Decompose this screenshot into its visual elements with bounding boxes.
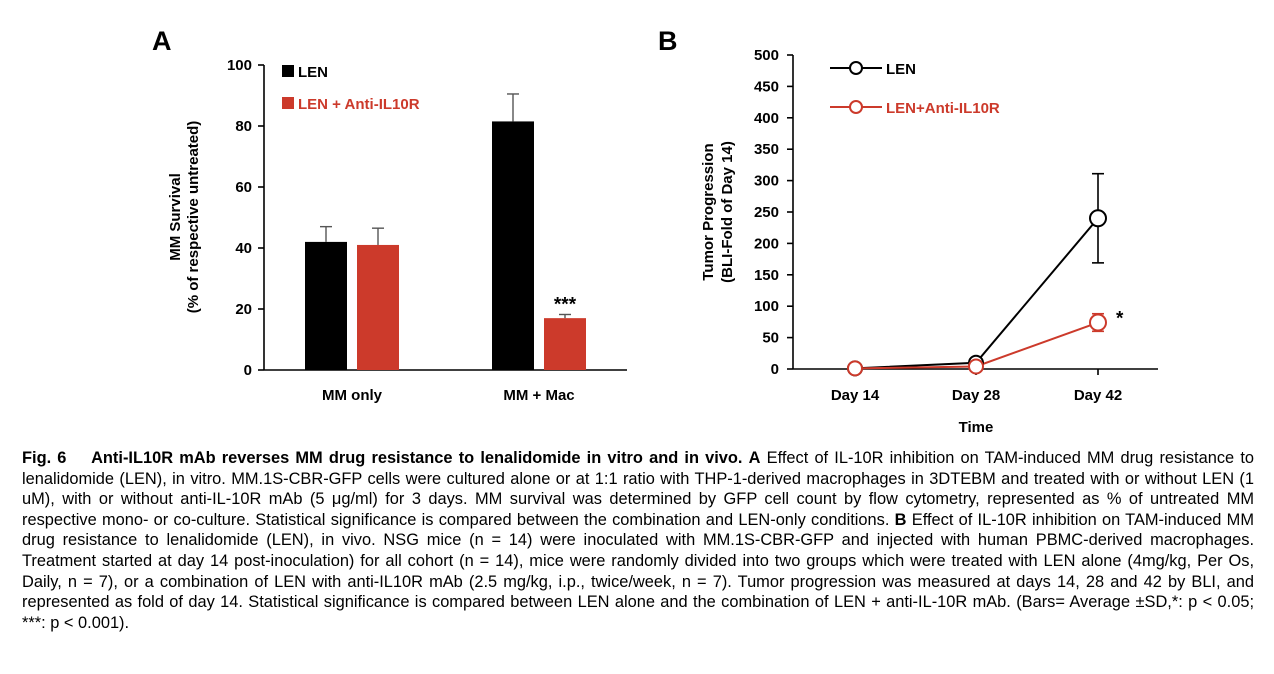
- panel-b-xlabel: Time: [959, 419, 994, 436]
- series-line: [854, 217, 1099, 370]
- y-tick-label: 150: [754, 267, 779, 284]
- legend-label-len-anti-il10r-b: LEN+Anti-IL10R: [886, 100, 1000, 117]
- y-tick-label: 500: [754, 47, 779, 64]
- y-tick-label: 20: [235, 301, 252, 318]
- panel-a-letter: A: [152, 26, 172, 56]
- figure: A MM Survival (% of respective untreated…: [152, 26, 1158, 436]
- figure-caption: Fig. 6 Anti-IL10R mAb reverses MM drug r…: [22, 448, 1254, 633]
- bar: [492, 121, 534, 370]
- panel-a-x-tick-labels: MM only MM + Mac: [322, 387, 575, 404]
- legend-label-len-b: LEN: [886, 61, 916, 78]
- y-tick-label: 100: [227, 57, 252, 74]
- y-tick-label: 200: [754, 235, 779, 252]
- panel-a-bars: [305, 93, 586, 370]
- panel-b-x-tick-labels: Day 14 Day 28 Day 42: [831, 369, 1122, 404]
- x-tick-label: MM + Mac: [503, 387, 574, 404]
- bar: [357, 244, 399, 370]
- caption-title: Anti-IL10R mAb reverses MM drug resistan…: [91, 449, 743, 467]
- legend-swatch-len-anti-il10r: [282, 97, 294, 109]
- panel-a-annotations: ***: [554, 294, 577, 315]
- y-tick-label: 300: [754, 173, 779, 190]
- caption-part-b-label: B: [894, 510, 907, 529]
- bar: [305, 241, 347, 370]
- x-tick-label: MM only: [322, 387, 383, 404]
- data-point: [1089, 209, 1107, 228]
- y-tick-label: 80: [235, 118, 252, 135]
- caption-fig-label: Fig. 6: [22, 449, 67, 467]
- panel-a-legend: LEN LEN + Anti-IL10R: [282, 64, 420, 113]
- y-tick-label: 100: [754, 298, 779, 315]
- x-tick-label: Day 42: [1074, 387, 1122, 404]
- y-tick-label: 400: [754, 110, 779, 127]
- panel-b-ylabel-line2: (BLI-Fold of Day 14): [719, 141, 736, 283]
- data-point: [968, 358, 984, 375]
- caption-part-b-text: Effect of IL-10R inhibition on TAM-induc…: [22, 510, 1254, 632]
- panel-b-annotations: *: [1116, 309, 1124, 330]
- legend-marker-len: [849, 61, 863, 75]
- caption-part-a-label: A: [748, 449, 761, 467]
- panel-b-letter: B: [658, 26, 678, 56]
- x-tick-label: Day 28: [952, 387, 1000, 404]
- significance-marker: ***: [554, 294, 577, 315]
- panel-b-legend: LEN LEN+Anti-IL10R: [830, 61, 1000, 117]
- y-tick-label: 40: [235, 240, 252, 257]
- y-tick-label: 250: [754, 204, 779, 221]
- panel-b-y-ticks: 0 50 100 150 200 250 300 350 400 450 500: [754, 47, 793, 378]
- y-tick-label: 350: [754, 141, 779, 158]
- bar: [544, 318, 586, 370]
- legend-label-len: LEN: [298, 64, 328, 81]
- y-tick-label: 50: [762, 330, 779, 347]
- panel-a: A MM Survival (% of respective untreated…: [152, 26, 627, 404]
- y-tick-label: 450: [754, 78, 779, 95]
- y-tick-label: 0: [244, 362, 252, 379]
- panel-b-ylabel-line1: Tumor Progression: [700, 143, 717, 280]
- y-tick-label: 60: [235, 179, 252, 196]
- y-tick-label: 0: [771, 361, 779, 378]
- panel-b: B Tumor Progression (BLI-Fold of Day 14)…: [658, 26, 1158, 436]
- data-point: [847, 360, 863, 377]
- panel-b-series: [847, 172, 1107, 377]
- panel-a-y-ticks: 0 20 40 60 80 100: [227, 57, 264, 379]
- panel-a-ylabel-line2: (% of respective untreated): [185, 121, 202, 314]
- legend-swatch-len: [282, 65, 294, 77]
- data-point: [1089, 313, 1107, 332]
- x-tick-label: Day 14: [831, 387, 880, 404]
- legend-label-len-anti-il10r: LEN + Anti-IL10R: [298, 96, 420, 113]
- panel-a-ylabel-line1: MM Survival: [167, 173, 184, 261]
- legend-marker-len-anti-il10r: [849, 100, 863, 114]
- significance-marker: *: [1116, 309, 1124, 330]
- caption-part-a-text: Effect of IL-10R inhibition on TAM-induc…: [22, 449, 1254, 529]
